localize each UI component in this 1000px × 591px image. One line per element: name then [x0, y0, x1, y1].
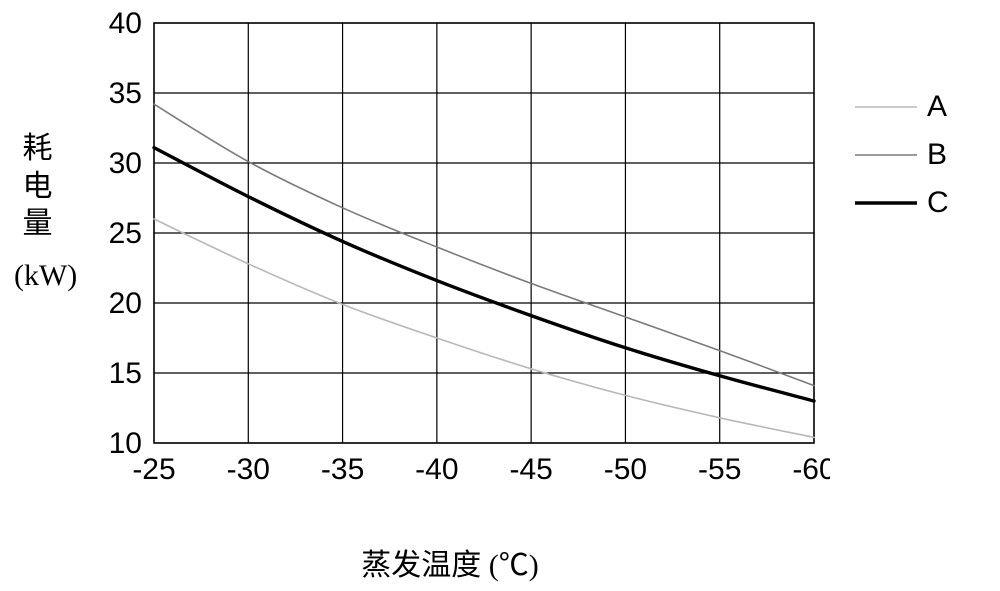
y-axis-label-line1: 耗 — [14, 130, 62, 168]
chart-plot: 10152025303540-25-30-35-40-45-50-55-60 — [70, 5, 830, 585]
legend-label-c: C — [927, 186, 949, 220]
chart-container: 耗 电 量 (kW) 10152025303540-25-30-35-40-45… — [0, 0, 1000, 591]
svg-text:20: 20 — [109, 287, 142, 320]
svg-text:-35: -35 — [321, 453, 364, 486]
x-axis-label: 蒸发温度 (℃) — [70, 540, 830, 584]
chart-svg: 10152025303540-25-30-35-40-45-50-55-60 — [70, 5, 830, 525]
legend-label-b: B — [927, 138, 947, 172]
svg-text:-55: -55 — [698, 453, 741, 486]
svg-text:-45: -45 — [509, 453, 552, 486]
svg-text:-25: -25 — [132, 453, 175, 486]
legend-item-a: A — [855, 90, 995, 124]
y-axis-label-line2: 电 — [14, 168, 62, 206]
legend-swatch-c — [855, 199, 917, 207]
svg-text:40: 40 — [109, 7, 142, 40]
legend-swatch-b — [855, 152, 917, 158]
legend-label-a: A — [927, 90, 947, 124]
legend-item-b: B — [855, 138, 995, 172]
svg-text:35: 35 — [109, 77, 142, 110]
legend-swatch-a — [855, 104, 917, 110]
legend-item-c: C — [855, 186, 995, 220]
legend: A B C — [855, 90, 995, 234]
svg-text:-60: -60 — [792, 453, 830, 486]
svg-text:25: 25 — [109, 217, 142, 250]
svg-text:-50: -50 — [604, 453, 647, 486]
y-axis-label-line3: 量 — [14, 205, 62, 243]
svg-text:-40: -40 — [415, 453, 458, 486]
svg-text:30: 30 — [109, 147, 142, 180]
svg-text:15: 15 — [109, 357, 142, 390]
y-axis-label: 耗 电 量 (kW) — [14, 130, 62, 294]
svg-text:-30: -30 — [227, 453, 270, 486]
y-axis-unit: (kW) — [14, 257, 62, 295]
